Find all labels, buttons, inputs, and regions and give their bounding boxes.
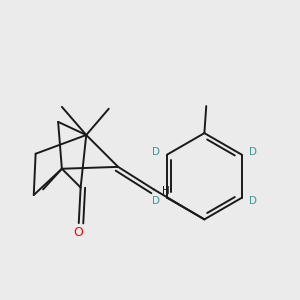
Text: D: D xyxy=(152,147,160,157)
Text: H: H xyxy=(162,186,170,196)
Text: D: D xyxy=(152,196,160,206)
Text: O: O xyxy=(73,226,83,239)
Text: D: D xyxy=(249,147,257,157)
Text: D: D xyxy=(249,196,257,206)
